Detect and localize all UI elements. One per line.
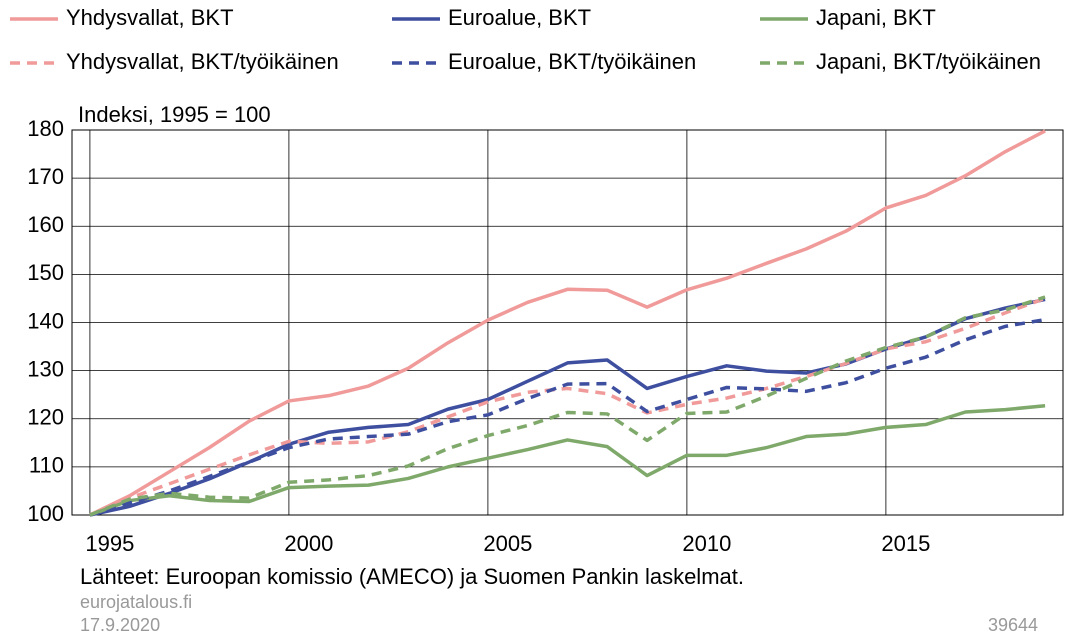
series-line: [89, 129, 1046, 517]
series-line: [89, 296, 1046, 517]
x-tick-label: 1995: [85, 531, 134, 556]
y-tick-label: 100: [27, 501, 64, 526]
y-tick-label: 170: [27, 164, 64, 189]
legend-label: Yhdysvallat, BKT: [66, 5, 234, 30]
footer: 17.9.2020: [80, 615, 160, 635]
y-tick-label: 130: [27, 356, 64, 381]
y-tick-label: 140: [27, 308, 64, 333]
y-axis-label: Indeksi, 1995 = 100: [78, 102, 271, 127]
y-tick-label: 120: [27, 405, 64, 430]
code: 39644: [988, 615, 1038, 635]
legend-label: Japani, BKT: [816, 5, 936, 30]
y-tick-label: 160: [27, 212, 64, 237]
footer: eurojatalous.fi: [80, 592, 192, 612]
series-line: [89, 317, 1046, 517]
legend-label: Yhdysvallat, BKT/työikäinen: [66, 49, 339, 74]
series-line: [89, 404, 1046, 517]
x-tick-label: 2000: [284, 531, 333, 556]
source: Lähteet: Euroopan komissio (AMECO) ja Su…: [80, 564, 744, 589]
y-tick-label: 110: [29, 453, 64, 478]
series-line: [89, 295, 1046, 517]
y-tick-label: 150: [27, 260, 64, 285]
plot-frame: [71, 129, 1064, 516]
x-tick-label: 2010: [682, 531, 731, 556]
legend-label: Euroalue, BKT/työikäinen: [448, 49, 696, 74]
series-line: [89, 297, 1046, 517]
legend-label: Japani, BKT/työikäinen: [816, 49, 1041, 74]
x-tick-label: 2005: [483, 531, 532, 556]
y-tick-label: 180: [27, 116, 64, 141]
x-tick-label: 2015: [881, 531, 930, 556]
legend-label: Euroalue, BKT: [448, 5, 591, 30]
